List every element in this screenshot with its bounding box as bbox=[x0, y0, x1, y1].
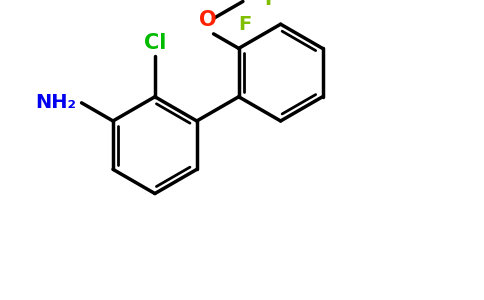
Text: O: O bbox=[199, 11, 216, 31]
Text: Cl: Cl bbox=[144, 33, 166, 53]
Text: F: F bbox=[239, 15, 252, 34]
Text: F: F bbox=[265, 0, 278, 8]
Text: NH₂: NH₂ bbox=[35, 93, 76, 112]
